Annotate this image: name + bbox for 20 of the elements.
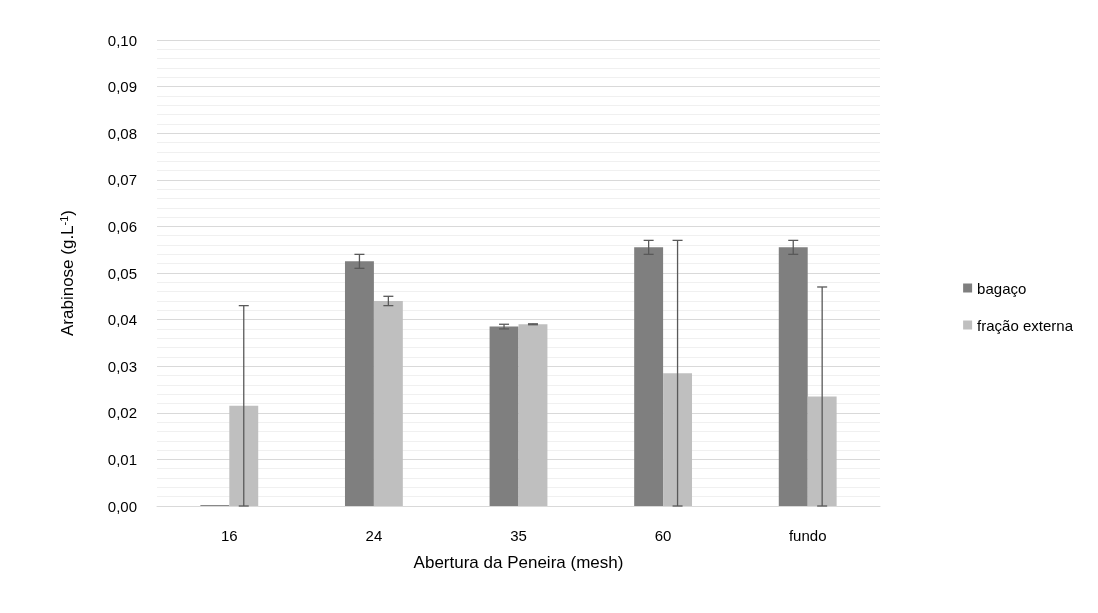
y-tick-label: 0,10 (107, 31, 137, 49)
x-tick-label: 16 (220, 527, 238, 544)
legend-label: bagaço (977, 279, 1027, 297)
y-tick-label: 0,07 (107, 171, 137, 189)
legend-label: fração externa (977, 316, 1074, 334)
y-axis-title: Arabinose (g.L-1) (57, 209, 77, 337)
y-tick-label: 0,06 (107, 217, 137, 235)
y-tick-label: 0,02 (107, 404, 137, 422)
y-tick-label: 0,01 (107, 450, 137, 468)
y-tick-label: 0,03 (107, 357, 137, 375)
x-tick-label: 60 (654, 527, 672, 544)
y-tick-label: 0,09 (107, 78, 137, 96)
x-tick-label: 35 (510, 527, 527, 544)
x-axis-title: Abertura da Peneira (mesh) (413, 553, 624, 572)
y-tick-label: 0,08 (107, 124, 137, 142)
y-tick-label: 0,05 (107, 264, 137, 282)
y-tick-label: 0,04 (107, 311, 137, 329)
x-tick-label: fundo (788, 527, 827, 544)
x-tick-label: 24 (365, 527, 383, 544)
y-tick-label: 0,00 (107, 497, 137, 515)
